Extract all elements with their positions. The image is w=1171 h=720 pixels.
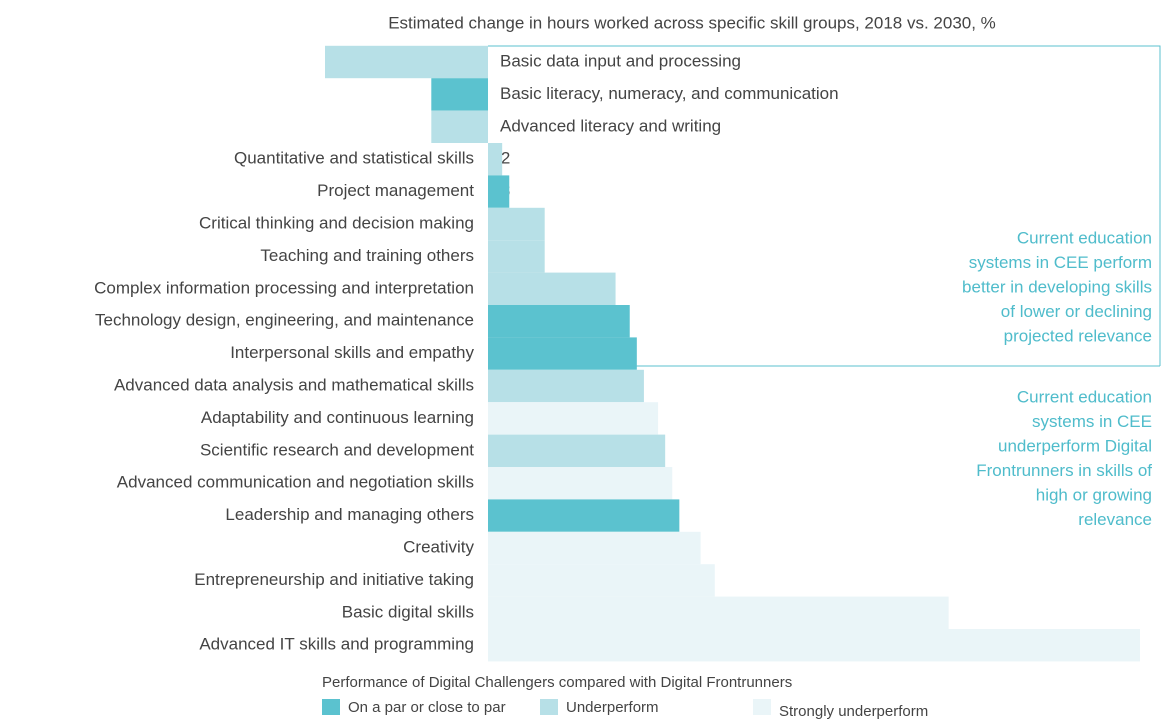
annotation: of lower or declining bbox=[1001, 302, 1152, 321]
category-label: Interpersonal skills and empathy bbox=[230, 343, 474, 362]
annotation: Current education bbox=[1017, 387, 1152, 406]
bar bbox=[488, 402, 659, 435]
category-label: Complex information processing and inter… bbox=[94, 278, 474, 297]
bar bbox=[488, 499, 680, 532]
bar bbox=[488, 629, 1140, 662]
annotation: Current education bbox=[1017, 228, 1152, 247]
bar bbox=[488, 596, 949, 629]
annotation: Frontrunners in skills of bbox=[976, 461, 1152, 480]
bar bbox=[488, 207, 545, 241]
bar bbox=[488, 337, 637, 370]
bars bbox=[325, 45, 1140, 662]
category-label: Scientific research and development bbox=[200, 440, 474, 459]
legend-swatch bbox=[753, 699, 771, 715]
category-label: Basic digital skills bbox=[342, 602, 474, 621]
legend-label: Underperform bbox=[566, 699, 659, 716]
category-label: Advanced IT skills and programming bbox=[199, 635, 474, 654]
legend-label: Strongly underperform bbox=[779, 703, 928, 720]
category-label: Basic literacy, numeracy, and communicat… bbox=[500, 84, 839, 103]
category-label: Critical thinking and decision making bbox=[199, 213, 474, 232]
category-label: Basic data input and processing bbox=[500, 51, 741, 70]
frame-top bbox=[488, 45, 1161, 366]
bar bbox=[488, 369, 644, 403]
category-label: Leadership and managing others bbox=[225, 505, 474, 524]
frame bbox=[488, 45, 1161, 367]
legend-swatch bbox=[540, 699, 558, 715]
bar bbox=[431, 110, 488, 143]
category-label: Adaptability and continuous learning bbox=[201, 408, 474, 427]
bar bbox=[488, 434, 666, 467]
bar bbox=[488, 175, 510, 208]
annotation: systems in CEE perform bbox=[969, 253, 1152, 272]
category-label: Creativity bbox=[403, 537, 474, 556]
bar bbox=[488, 564, 715, 597]
annotation: better in developing skills bbox=[962, 277, 1152, 296]
bar bbox=[488, 305, 630, 338]
bar bbox=[325, 45, 488, 79]
bar bbox=[431, 78, 488, 111]
annotation: underperform Digital bbox=[998, 436, 1152, 455]
category-label: Advanced literacy and writing bbox=[500, 116, 721, 135]
bar bbox=[488, 240, 545, 273]
legend-swatch bbox=[322, 699, 340, 715]
legend-title: Performance of Digital Challengers compa… bbox=[322, 674, 792, 691]
chart-title: Estimated change in hours worked across … bbox=[388, 13, 996, 32]
category-label: Project management bbox=[317, 181, 474, 200]
legend-label: On a par or close to par bbox=[348, 699, 506, 716]
category-label: Advanced communication and negotiation s… bbox=[117, 473, 474, 492]
category-label: Quantitative and statistical skills bbox=[234, 149, 474, 168]
category-label: Advanced data analysis and mathematical … bbox=[114, 375, 474, 394]
annotation: systems in CEE bbox=[1032, 412, 1152, 431]
bar bbox=[488, 272, 616, 305]
bar bbox=[488, 143, 503, 176]
bar bbox=[488, 467, 673, 500]
category-label: Entrepreneurship and initiative taking bbox=[194, 570, 474, 589]
category-label: Teaching and training others bbox=[260, 246, 474, 265]
bar bbox=[488, 531, 701, 565]
annotation: relevance bbox=[1078, 510, 1152, 529]
annotation: high or growing bbox=[1036, 485, 1152, 504]
annotation: projected relevance bbox=[1004, 326, 1152, 345]
category-label: Technology design, engineering, and main… bbox=[95, 311, 474, 330]
